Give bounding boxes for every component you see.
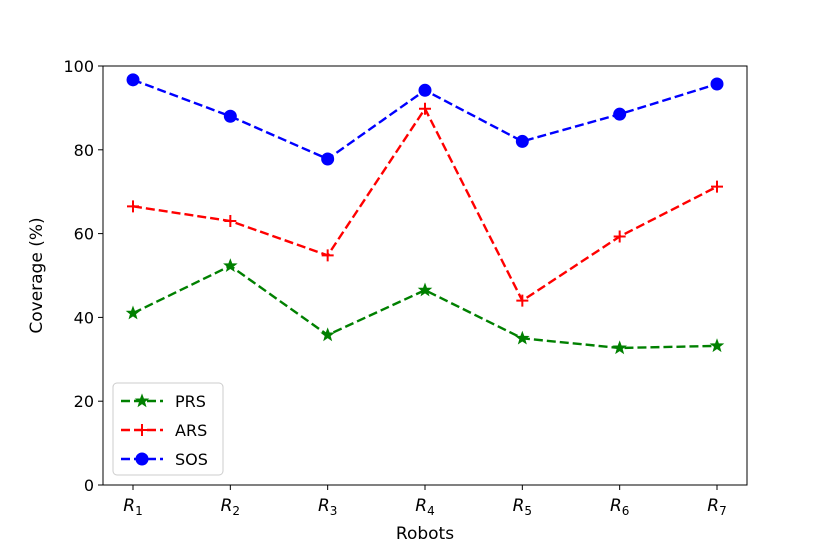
data-point-sos xyxy=(126,73,140,87)
data-point-ars xyxy=(711,180,723,193)
y-axis-label: Coverage (%) xyxy=(27,217,47,333)
data-point-ars xyxy=(516,294,529,307)
y-tick-label: 80 xyxy=(74,141,94,160)
legend-item-ars: ARS xyxy=(121,421,207,440)
data-point-sos xyxy=(321,152,335,166)
legend-label-prs: PRS xyxy=(175,392,206,411)
x-tick-label: R7 xyxy=(707,496,726,518)
y-tick-label: 60 xyxy=(74,225,94,244)
legend: PRS ARS SOS xyxy=(112,382,224,476)
legend-item-prs: PRS xyxy=(121,392,206,411)
data-point-sos xyxy=(515,134,529,148)
series-ars xyxy=(127,102,723,307)
x-tick-label: R1 xyxy=(123,496,142,518)
series-layer xyxy=(125,73,725,355)
series-prs xyxy=(125,258,725,355)
x-tick-label: R6 xyxy=(610,496,629,518)
data-point-ars xyxy=(127,200,139,213)
data-point-ars xyxy=(224,215,237,228)
data-point-ars xyxy=(321,249,334,262)
data-point-ars xyxy=(419,102,431,115)
legend-marker-ars xyxy=(136,424,148,436)
y-tick-label: 20 xyxy=(74,392,94,411)
data-point-sos xyxy=(710,77,724,91)
series-sos xyxy=(126,73,724,166)
data-point-prs xyxy=(417,282,433,297)
legend-marker-prs xyxy=(134,393,150,408)
axes-layer: 0 20 40 60 80 100 R1 R2 R3 R4 R5 R6 R7 xyxy=(63,57,726,518)
data-point-prs xyxy=(320,327,335,342)
series-line-prs xyxy=(132,264,718,350)
data-point-prs xyxy=(223,258,238,273)
x-axis-label: Robots xyxy=(396,524,454,544)
data-point-prs xyxy=(125,305,141,320)
data-point-sos xyxy=(418,83,432,97)
y-tick-label: 0 xyxy=(84,476,94,495)
x-tick-label: R4 xyxy=(415,496,434,518)
y-tick-label: 40 xyxy=(74,308,94,327)
legend-label-sos: SOS xyxy=(175,450,208,469)
y-tick-label: 100 xyxy=(63,57,94,76)
legend-item-sos: SOS xyxy=(121,450,208,469)
legend-box xyxy=(112,382,224,476)
data-point-prs xyxy=(515,330,530,345)
data-point-prs xyxy=(612,340,627,355)
data-point-prs xyxy=(709,338,725,353)
data-point-ars xyxy=(613,230,626,243)
legend-marker-sos xyxy=(135,452,149,466)
data-point-sos xyxy=(223,109,237,123)
data-point-sos xyxy=(613,107,627,121)
x-tick-label: R5 xyxy=(513,496,532,518)
x-tick-label: R3 xyxy=(318,496,337,518)
x-tick-label: R2 xyxy=(221,496,240,518)
legend-label-ars: ARS xyxy=(175,421,207,440)
